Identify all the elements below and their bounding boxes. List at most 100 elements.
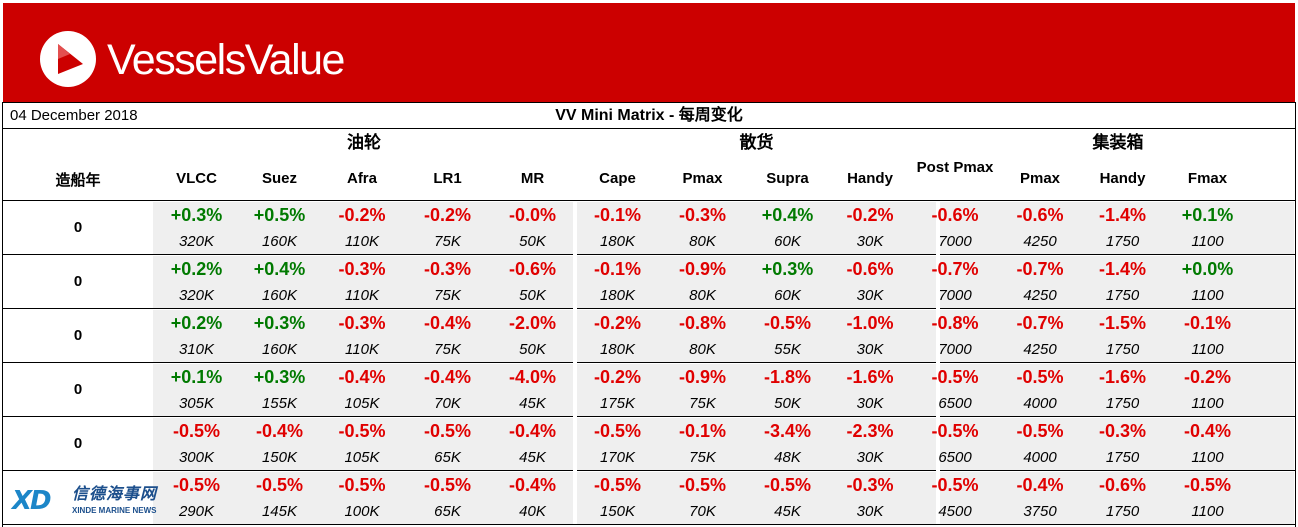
group-header: 油轮	[347, 133, 381, 152]
weekly-change-value: -0.7%	[931, 259, 979, 279]
weekly-change-value: -4.0%	[508, 367, 557, 387]
weekly-change-value: -0.8%	[678, 313, 727, 333]
vessel-size-value: 50K	[774, 395, 801, 412]
column-header: Pmax	[1019, 170, 1061, 187]
watermark-logo: XD	[12, 486, 52, 516]
weekly-change-value: -0.0%	[508, 205, 557, 225]
vessel-size-value: 320K	[178, 233, 215, 250]
vessel-size-value: 60K	[774, 233, 801, 250]
weekly-change-value: -0.4%	[338, 367, 386, 387]
column-header: Suez	[261, 170, 297, 187]
vessel-size-value: 150K	[599, 503, 636, 520]
vessel-size-value: 80K	[689, 233, 716, 250]
column-header: Handy	[847, 170, 893, 187]
vessel-size-value: 75K	[434, 233, 461, 250]
vessel-size-value: 50K	[519, 233, 546, 250]
column-header: Pmax	[682, 170, 723, 187]
vessel-size-value: 7000	[938, 341, 972, 358]
vessel-size-value: 80K	[689, 287, 716, 304]
vessel-size-value: 30K	[856, 287, 884, 304]
vessel-size-value: 180K	[599, 233, 636, 250]
year-built-cell: 0	[73, 327, 83, 344]
vessel-size-value: 1750	[1105, 503, 1140, 520]
vessel-size-value: 48K	[774, 449, 801, 466]
vessel-size-value: 305K	[178, 395, 215, 412]
row-divider	[3, 470, 1295, 471]
weekly-change-value: -0.5%	[255, 475, 304, 495]
weekly-change-value: -0.6%	[931, 205, 979, 225]
year-built-cell: 0	[73, 381, 83, 398]
vessel-size-value: 170K	[599, 449, 636, 466]
weekly-change-value: -1.8%	[763, 367, 812, 387]
value-cell-background	[153, 202, 1294, 254]
weekly-change-value: -0.3%	[678, 205, 727, 225]
group-header: 集装箱	[1092, 133, 1144, 152]
watermark-english: XINDE MARINE NEWS	[72, 506, 157, 515]
weekly-change-value: -1.6%	[846, 367, 894, 387]
vessel-size-value: 75K	[434, 287, 461, 304]
vessel-size-value: 4250	[1023, 287, 1057, 304]
vessel-size-value: 30K	[856, 449, 884, 466]
weekly-change-value: -1.4%	[1098, 259, 1147, 279]
vessel-size-value: 65K	[434, 503, 461, 520]
weekly-change-value: -0.1%	[593, 205, 642, 225]
vessel-size-value: 65K	[434, 449, 461, 466]
vessel-size-value: 55K	[774, 341, 801, 358]
weekly-change-value: -0.1%	[1183, 313, 1232, 333]
weekly-change-value: -1.6%	[1098, 367, 1147, 387]
weekly-change-value: -0.4%	[508, 475, 557, 495]
weekly-change-value: -0.4%	[508, 421, 557, 441]
weekly-change-value: -0.5%	[763, 475, 812, 495]
weekly-change-value: -0.6%	[508, 259, 557, 279]
table-border	[2, 102, 3, 527]
weekly-change-value: -0.5%	[172, 475, 221, 495]
weekly-change-value: -0.5%	[1183, 475, 1232, 495]
vessel-size-value: 30K	[856, 341, 884, 358]
weekly-change-value: -0.5%	[1016, 421, 1064, 441]
vessel-size-value: 1100	[1191, 341, 1224, 358]
vessel-size-value: 1100	[1191, 503, 1224, 520]
weekly-change-value: +0.3%	[253, 367, 306, 387]
vessel-size-value: 150K	[261, 449, 298, 466]
weekly-change-value: -0.2%	[1183, 367, 1232, 387]
weekly-change-value: -0.5%	[593, 421, 642, 441]
column-header: VLCC	[176, 170, 217, 187]
weekly-change-value: -0.6%	[1016, 205, 1064, 225]
weekly-change-value: -0.9%	[678, 259, 727, 279]
vessel-size-value: 6500	[938, 395, 972, 412]
weekly-change-value: -0.1%	[593, 259, 642, 279]
watermark-chinese: 信德海事网	[72, 486, 158, 503]
vessel-size-value: 70K	[689, 503, 716, 520]
vv-triangle-logo-icon	[40, 31, 96, 87]
vessel-size-value: 40K	[519, 503, 546, 520]
weekly-change-value: -0.7%	[1016, 313, 1064, 333]
vessel-size-value: 30K	[856, 395, 884, 412]
vessel-size-value: 1750	[1105, 287, 1140, 304]
column-header: Handy	[1099, 170, 1146, 187]
group-separator	[936, 202, 940, 524]
weekly-change-value: -0.3%	[846, 475, 894, 495]
weekly-change-value: -0.2%	[423, 205, 472, 225]
vessel-size-value: 4000	[1023, 395, 1057, 412]
weekly-change-value: -1.0%	[846, 313, 894, 333]
weekly-change-value: -0.3%	[423, 259, 472, 279]
vessel-size-value: 160K	[261, 341, 298, 358]
year-built-header: 造船年	[55, 172, 101, 189]
weekly-change-value: -0.6%	[846, 259, 894, 279]
vessel-size-value: 4250	[1023, 233, 1057, 250]
weekly-change-value: -0.5%	[338, 475, 386, 495]
vessel-size-value: 320K	[178, 287, 215, 304]
weekly-change-value: -0.5%	[423, 421, 472, 441]
weekly-change-value: -0.6%	[1098, 475, 1147, 495]
vessel-size-value: 60K	[774, 287, 801, 304]
value-cell-background	[153, 472, 1294, 524]
vessel-size-value: 1100	[1191, 395, 1224, 412]
weekly-change-value: -0.1%	[678, 421, 727, 441]
vessel-size-value: 180K	[599, 287, 636, 304]
weekly-change-value: +0.2%	[170, 313, 223, 333]
vessel-size-value: 4000	[1023, 449, 1057, 466]
row-divider	[3, 524, 1295, 525]
vessel-size-value: 45K	[774, 503, 801, 520]
row-divider	[3, 416, 1295, 417]
weekly-change-value: -0.5%	[1016, 367, 1064, 387]
